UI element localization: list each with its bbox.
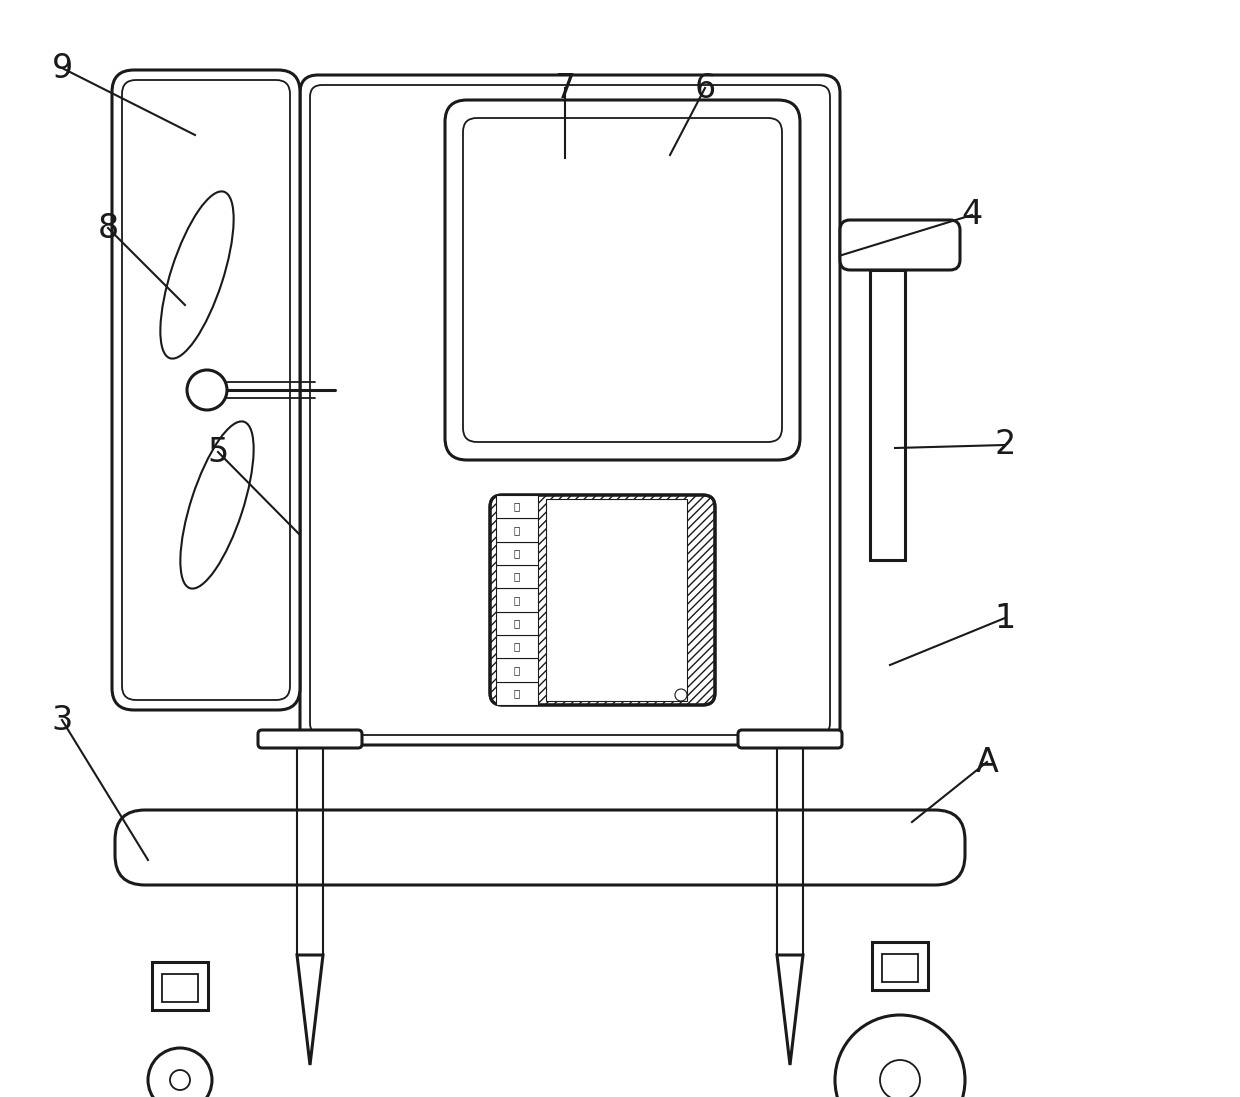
FancyBboxPatch shape xyxy=(738,730,842,748)
Bar xyxy=(872,942,928,989)
Bar xyxy=(496,681,538,705)
Text: 9: 9 xyxy=(51,52,73,84)
Ellipse shape xyxy=(160,191,233,359)
Text: 主: 主 xyxy=(513,572,520,581)
Bar xyxy=(496,658,538,681)
Ellipse shape xyxy=(180,421,254,589)
Bar xyxy=(496,495,538,519)
Bar xyxy=(496,565,538,588)
Bar xyxy=(496,635,538,658)
Text: 值: 值 xyxy=(513,619,520,629)
Text: 8: 8 xyxy=(98,212,119,245)
Bar xyxy=(546,499,687,701)
Text: 检: 检 xyxy=(513,642,520,652)
FancyBboxPatch shape xyxy=(258,730,362,748)
Circle shape xyxy=(880,1060,920,1097)
Circle shape xyxy=(170,1070,190,1090)
FancyBboxPatch shape xyxy=(115,810,965,885)
Bar xyxy=(870,270,905,559)
Text: 数: 数 xyxy=(513,548,520,558)
Text: 主: 主 xyxy=(513,525,520,535)
Text: 1: 1 xyxy=(994,601,1016,634)
Text: 基: 基 xyxy=(513,595,520,606)
Polygon shape xyxy=(298,955,322,1065)
FancyBboxPatch shape xyxy=(300,75,839,745)
Circle shape xyxy=(835,1015,965,1097)
Text: 束: 束 xyxy=(513,501,520,511)
Text: 柔: 柔 xyxy=(513,665,520,675)
Text: 刷: 刷 xyxy=(513,688,520,699)
Circle shape xyxy=(675,689,687,701)
Text: A: A xyxy=(976,746,998,779)
Text: 6: 6 xyxy=(694,71,715,104)
Text: 7: 7 xyxy=(554,71,575,104)
Bar xyxy=(162,974,198,1002)
Text: 5: 5 xyxy=(207,436,228,468)
Text: 3: 3 xyxy=(51,703,73,736)
Bar xyxy=(496,542,538,565)
Bar xyxy=(882,954,918,982)
Bar xyxy=(496,519,538,542)
Text: 4: 4 xyxy=(961,199,982,231)
Polygon shape xyxy=(777,955,804,1065)
Text: 2: 2 xyxy=(994,429,1016,462)
FancyBboxPatch shape xyxy=(112,70,300,710)
Circle shape xyxy=(187,370,227,410)
Bar xyxy=(153,962,208,1010)
Circle shape xyxy=(148,1048,212,1097)
FancyBboxPatch shape xyxy=(839,220,960,270)
Bar xyxy=(496,588,538,612)
Bar xyxy=(496,612,538,635)
FancyBboxPatch shape xyxy=(445,100,800,460)
